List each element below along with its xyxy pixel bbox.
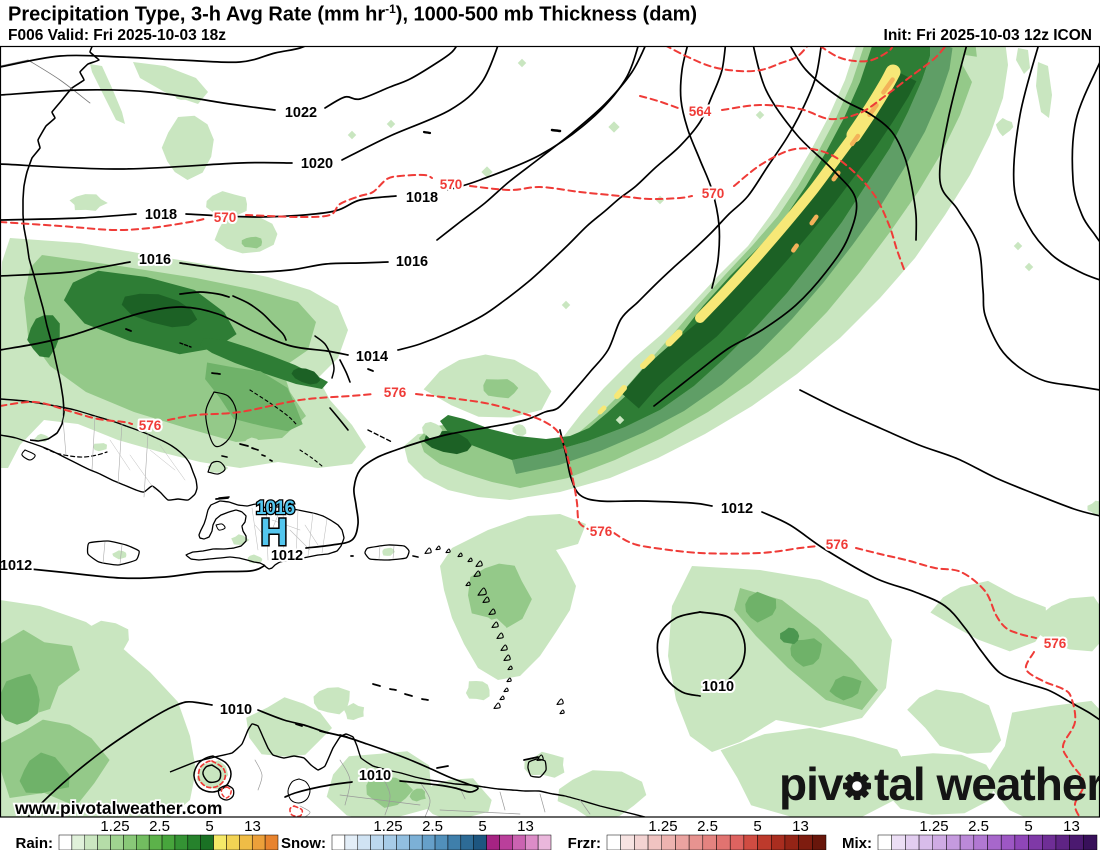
svg-text:13: 13 bbox=[517, 818, 534, 835]
svg-text:1010: 1010 bbox=[359, 768, 391, 784]
svg-text:Mix:: Mix: bbox=[842, 835, 872, 850]
svg-text:1.25: 1.25 bbox=[648, 818, 677, 835]
svg-text:2.5: 2.5 bbox=[968, 818, 989, 835]
svg-text:2.5: 2.5 bbox=[149, 818, 170, 835]
svg-text:1014: 1014 bbox=[356, 349, 388, 365]
svg-text:1016: 1016 bbox=[256, 498, 295, 519]
svg-text:1.25: 1.25 bbox=[373, 818, 402, 835]
svg-text:576: 576 bbox=[384, 385, 407, 400]
svg-text:1016: 1016 bbox=[396, 254, 428, 270]
svg-text:13: 13 bbox=[1063, 818, 1080, 835]
svg-text:1.25: 1.25 bbox=[100, 818, 129, 835]
svg-text:1.25: 1.25 bbox=[919, 818, 948, 835]
svg-text:570: 570 bbox=[214, 210, 237, 225]
svg-text:1010: 1010 bbox=[702, 679, 734, 695]
svg-text:570: 570 bbox=[440, 177, 463, 192]
svg-text:2.5: 2.5 bbox=[422, 818, 443, 835]
svg-text:564: 564 bbox=[689, 104, 712, 119]
svg-text:H: H bbox=[260, 512, 287, 554]
svg-text:5: 5 bbox=[205, 818, 213, 835]
svg-text:576: 576 bbox=[139, 418, 162, 433]
svg-text:tal weather: tal weather bbox=[874, 758, 1100, 810]
svg-text:Frzr:: Frzr: bbox=[568, 835, 601, 850]
svg-text:5: 5 bbox=[1024, 818, 1032, 835]
svg-text:1012: 1012 bbox=[271, 548, 303, 564]
svg-text:576: 576 bbox=[590, 524, 613, 539]
svg-text:1022: 1022 bbox=[285, 105, 317, 121]
svg-text:2.5: 2.5 bbox=[697, 818, 718, 835]
svg-text:5: 5 bbox=[478, 818, 486, 835]
svg-text:piv: piv bbox=[779, 758, 844, 810]
svg-text:5: 5 bbox=[753, 818, 761, 835]
svg-text:Rain:: Rain: bbox=[16, 835, 54, 850]
svg-text:1018: 1018 bbox=[406, 190, 438, 206]
svg-text:570: 570 bbox=[702, 186, 725, 201]
svg-text:576: 576 bbox=[1044, 636, 1067, 651]
svg-text:13: 13 bbox=[244, 818, 261, 835]
svg-text:www.pivotalweather.com: www.pivotalweather.com bbox=[14, 798, 222, 818]
svg-text:1018: 1018 bbox=[145, 207, 177, 223]
svg-text:576: 576 bbox=[826, 537, 849, 552]
svg-text:1016: 1016 bbox=[139, 252, 171, 268]
svg-text:Snow:: Snow: bbox=[281, 835, 326, 850]
svg-text:1012: 1012 bbox=[721, 501, 753, 517]
svg-text:13: 13 bbox=[792, 818, 809, 835]
svg-text:1010: 1010 bbox=[220, 702, 252, 718]
svg-text:1020: 1020 bbox=[301, 156, 333, 172]
svg-text:1012: 1012 bbox=[0, 558, 32, 574]
